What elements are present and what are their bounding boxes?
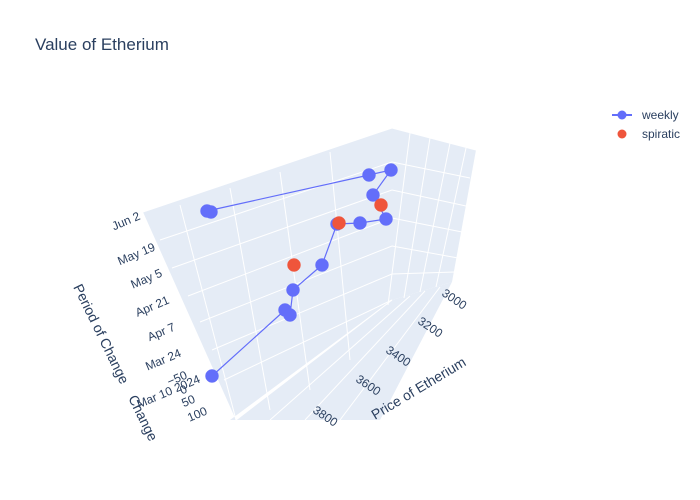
gridline [435, 147, 467, 288]
gridline [403, 137, 431, 299]
gridline [142, 127, 393, 213]
data-point-weekly[interactable] [353, 216, 367, 230]
z-tick-label: 0 [178, 382, 190, 398]
data-point-weekly[interactable] [283, 308, 297, 322]
y-tick-label: May 19 [115, 240, 157, 268]
gridlines [142, 127, 477, 421]
legend-marker-spiratic [617, 129, 627, 139]
series-spiratic[interactable] [287, 198, 388, 272]
gridline [179, 204, 237, 421]
legend: weekly spiratic [612, 108, 680, 141]
gridline [339, 286, 441, 421]
legend-item-weekly[interactable]: weekly [612, 108, 679, 122]
back-wall-right [392, 128, 476, 300]
gridline [419, 142, 451, 293]
data-point-weekly[interactable] [366, 188, 380, 202]
data-point-weekly[interactable] [286, 283, 300, 297]
legend-label-spiratic: spiratic [642, 127, 680, 141]
gridline [391, 127, 477, 151]
gridline [159, 161, 393, 241]
gridline [279, 171, 311, 391]
data-point-weekly[interactable] [205, 369, 219, 383]
legend-item-spiratic[interactable]: spiratic [617, 127, 681, 141]
data-point-spiratic[interactable] [287, 258, 301, 272]
legend-label-weekly: weekly [641, 108, 679, 122]
y-tick-label: Apr 7 [145, 320, 177, 344]
gridline [387, 132, 411, 306]
y-tick-label: Apr 21 [133, 293, 171, 320]
y-tick-label: Jun 2 [110, 209, 143, 233]
y-axis-title: Period of Change [70, 281, 132, 386]
back-wall-left [143, 128, 392, 420]
gridline [391, 217, 463, 233]
gridline [187, 217, 393, 297]
data-point-spiratic[interactable] [374, 198, 388, 212]
gridline [229, 187, 271, 411]
data-point-spiratic[interactable] [332, 216, 346, 230]
gridline [329, 151, 351, 361]
y-tick-label: May 5 [129, 266, 165, 292]
y-tick-label: Mar 24 [143, 346, 183, 374]
x-tick-label: 3000 [439, 286, 469, 313]
legend-marker-weekly [617, 110, 627, 120]
gridline [171, 189, 393, 269]
data-point-weekly[interactable] [362, 168, 376, 182]
gridline [391, 245, 459, 259]
gridline [269, 295, 411, 421]
gridline [211, 273, 393, 351]
z-tick-label: 50 [179, 392, 197, 410]
gridline [304, 290, 426, 421]
gridline [391, 161, 471, 179]
3d-scene[interactable] [142, 127, 477, 421]
data-point-weekly[interactable] [315, 258, 329, 272]
gridline [223, 299, 393, 381]
data-point-weekly[interactable] [204, 205, 218, 219]
data-point-weekly[interactable] [384, 163, 398, 177]
chart-title: Value of Etherium [35, 35, 169, 54]
data-point-weekly[interactable] [379, 212, 393, 226]
gridline [235, 299, 393, 421]
floor-pane [236, 282, 452, 420]
